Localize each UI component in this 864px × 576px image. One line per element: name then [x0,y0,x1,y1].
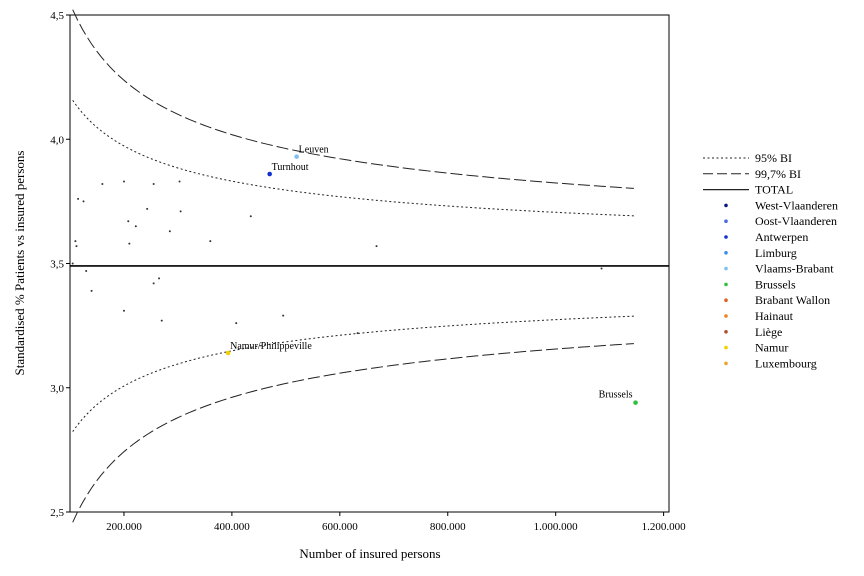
legend-label: Oost-Vlaanderen [755,214,837,228]
y-tick-label: 3,0 [50,383,64,395]
data-point [152,282,155,285]
data-point [85,269,88,272]
data-point [633,400,638,405]
legend-label: Brussels [755,277,796,291]
legend-label: 99,7% BI [755,167,801,181]
legend-swatch-dot [724,345,728,350]
data-points: Leuven Turnhout Namur/Philippeville Brussel… [71,145,638,405]
data-point [101,182,104,185]
data-point [178,180,181,183]
x-axis-ticks: 200.000 400.000 600.000 800.000 1.000.000 1.2… [106,512,686,533]
legend-label: West-Vlaanderen [755,198,838,212]
y-tick-label: 4,5 [50,10,64,22]
data-point [75,245,78,248]
data-point [122,180,125,183]
data-point [168,230,171,233]
data-point [356,332,359,335]
x-tick-label: 1.000.000 [534,521,579,533]
legend-label: TOTAL [755,183,793,197]
legend-label: Brabant Wallon [755,293,830,307]
legend-label: Limburg [755,246,797,260]
y-axis-label: Standardised % Patients vs insured perso… [12,151,27,376]
data-point [225,350,231,356]
legend-label: Hainaut [755,309,794,323]
y-tick-label: 3,5 [50,259,64,271]
legend-label: Vlaams-Brabant [755,262,834,276]
x-axis-label: Number of insured persons [299,546,440,561]
data-point [209,240,212,243]
y-tick-label: 4,0 [50,134,64,146]
data-point [82,200,85,203]
legend-swatch-dot [724,330,728,334]
legend-label: Luxembourg [755,356,817,370]
legend-swatch-dot [724,282,728,287]
x-tick-label: 400.000 [214,521,250,533]
data-point [294,154,299,159]
legend-swatch-dot [724,298,728,303]
ci997-lower-curve [72,343,634,523]
legend-label: Antwerpen [755,230,808,244]
x-tick-label: 1.200.000 [642,521,687,533]
data-point [375,245,378,248]
ci95-upper-curve [72,100,634,217]
data-point [146,207,149,210]
data-point [71,262,74,265]
legend-swatch-dot [724,235,728,239]
point-label: Namur/Philippeville [230,341,312,352]
x-tick-label: 800.000 [430,521,466,533]
legend-label: 95% BI [755,151,792,165]
data-point [77,197,80,200]
data-point [158,277,161,280]
legend-swatch-dot [724,251,728,255]
data-point [128,242,131,245]
legend-swatch-dot [724,219,728,223]
data-point [134,225,137,228]
point-label: Turnhout [272,162,309,173]
ci997-upper-curve [72,9,634,189]
plot-frame [69,14,670,513]
legend-swatch-dot [724,266,728,271]
x-tick-label: 200.000 [106,521,142,533]
data-point [179,210,182,213]
confidence-curves [72,9,634,523]
x-tick-label: 600.000 [322,521,358,533]
legend-label: Liège [755,325,782,339]
data-point [160,319,163,322]
data-point [74,240,77,243]
data-point [249,215,252,218]
data-point [152,182,155,185]
ci95-lower-curve [72,315,634,432]
data-point [282,314,285,317]
data-point [267,171,272,177]
y-axis-ticks: 2,5 3,0 3,5 4,0 4,5 [50,10,70,519]
point-label: Brussels [599,390,633,401]
data-point [90,289,93,292]
legend-swatch-dot [724,361,728,366]
data-point [122,309,125,312]
data-point [127,220,130,223]
legend-swatch-dot [724,314,728,318]
y-tick-label: 2,5 [50,507,64,519]
data-point [235,322,238,325]
data-point [600,267,603,270]
legend-swatch-dot [724,203,728,208]
legend-label: Namur [755,341,788,355]
point-label: Leuven [299,145,329,156]
